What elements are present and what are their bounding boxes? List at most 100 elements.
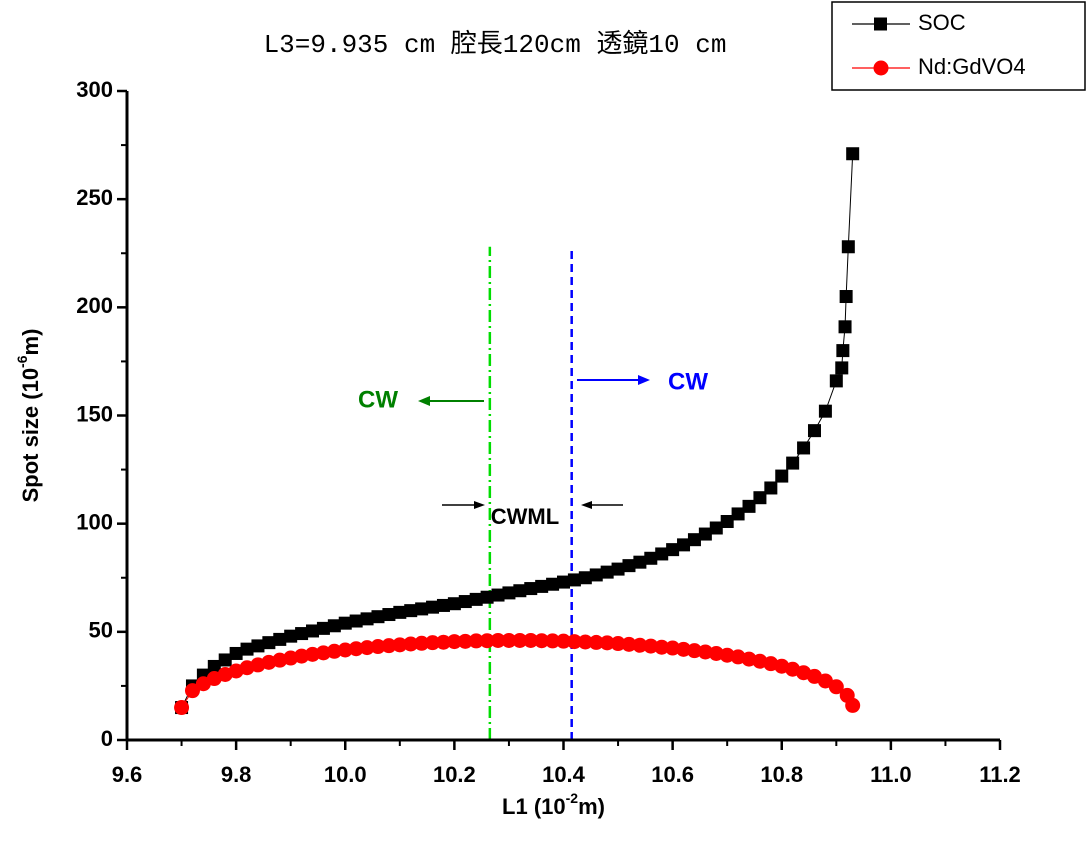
y-tick-label: 200 [76,293,113,318]
data-point [468,633,484,649]
data-point [393,605,407,619]
legend-label: SOC [918,10,966,35]
data-point [845,697,861,713]
arrow-head [474,501,485,509]
data-point [577,634,593,650]
data-point [731,507,745,521]
annotation: CWML [491,504,559,529]
data-point [414,635,430,651]
label-text: m) [578,794,605,819]
data-point [480,590,494,604]
x-tick-label: 10.2 [433,762,476,787]
data-point [502,586,516,600]
arrow-head [638,375,650,385]
y-tick-label: 100 [76,509,113,534]
x-axis-label: L1 (10-2m) [502,790,605,819]
y-tick-label: 50 [89,618,113,643]
series-line [181,639,854,708]
chart-title: L3=9.935 cm 腔長120cm 透鏡10 cm [264,29,727,60]
data-point [469,592,483,606]
data-point [392,637,408,653]
legend-box [831,1,1086,91]
data-point [240,642,254,656]
annotation: CW [668,368,708,395]
x-tick-label: 10.0 [324,762,367,787]
data-point [775,469,789,483]
data-point [818,404,832,418]
arrow-head [418,396,430,406]
data-point [348,641,364,657]
data-point [764,481,778,495]
data-point [295,627,309,641]
label-text: L1 (10 [502,794,566,819]
data-point [229,646,243,660]
data-point [622,559,636,573]
y-tick-label: 250 [76,185,113,210]
data-point [523,632,539,648]
label-sup: -2 [566,790,579,806]
data-point [315,645,331,661]
data-point [742,499,756,513]
data-point [435,634,451,650]
data-point [349,614,363,628]
data-point [327,619,341,633]
data-point [600,565,614,579]
data-point [546,577,560,591]
legend-label: Nd:GdVO4 [918,54,1026,79]
data-point [828,679,844,695]
data-point [557,575,570,589]
data-point [458,595,472,609]
data-point [207,659,221,673]
data-point [666,543,680,557]
data-point [360,612,374,626]
x-tick-label: 10.8 [760,762,803,787]
x-tick-label: 9.8 [221,762,252,787]
data-point [382,608,396,622]
data-point [436,598,450,612]
data-point [370,639,386,655]
y-tick-label: 0 [101,726,113,751]
data-point [709,521,723,535]
series-line [181,153,854,708]
data-point [838,320,852,334]
x-tick-label: 11.2 [979,762,1021,787]
legend-marker [874,17,887,31]
data-point [273,632,287,646]
data-point [305,646,321,662]
data-point [457,633,473,649]
data-point [447,597,461,611]
data-point [720,515,734,529]
data-point [479,633,495,649]
data-point [677,538,691,552]
data-point [588,634,604,650]
data-point [501,632,517,648]
data-point [697,644,713,660]
data-point [174,700,190,716]
data-point [184,683,200,699]
data-point [655,547,669,561]
data-point [491,588,505,602]
data-point [534,633,550,649]
annotation: CW [358,386,398,413]
legend-marker [873,60,889,76]
data-point [512,632,528,648]
data-point [698,527,712,541]
data-point [578,571,592,585]
data-point [306,624,320,638]
y-tick-label: 300 [76,77,113,102]
data-point [841,240,855,254]
x-tick-label: 10.6 [651,762,694,787]
data-point [218,653,232,667]
data-point [513,584,527,598]
data-point [610,636,626,652]
data-point [567,573,581,587]
data-point [829,374,843,388]
data-point [644,551,658,565]
data-point [426,600,440,614]
data-point [556,633,571,649]
data-point [535,579,549,593]
data-point [632,637,648,653]
data-point [846,147,860,161]
data-point [836,344,850,358]
